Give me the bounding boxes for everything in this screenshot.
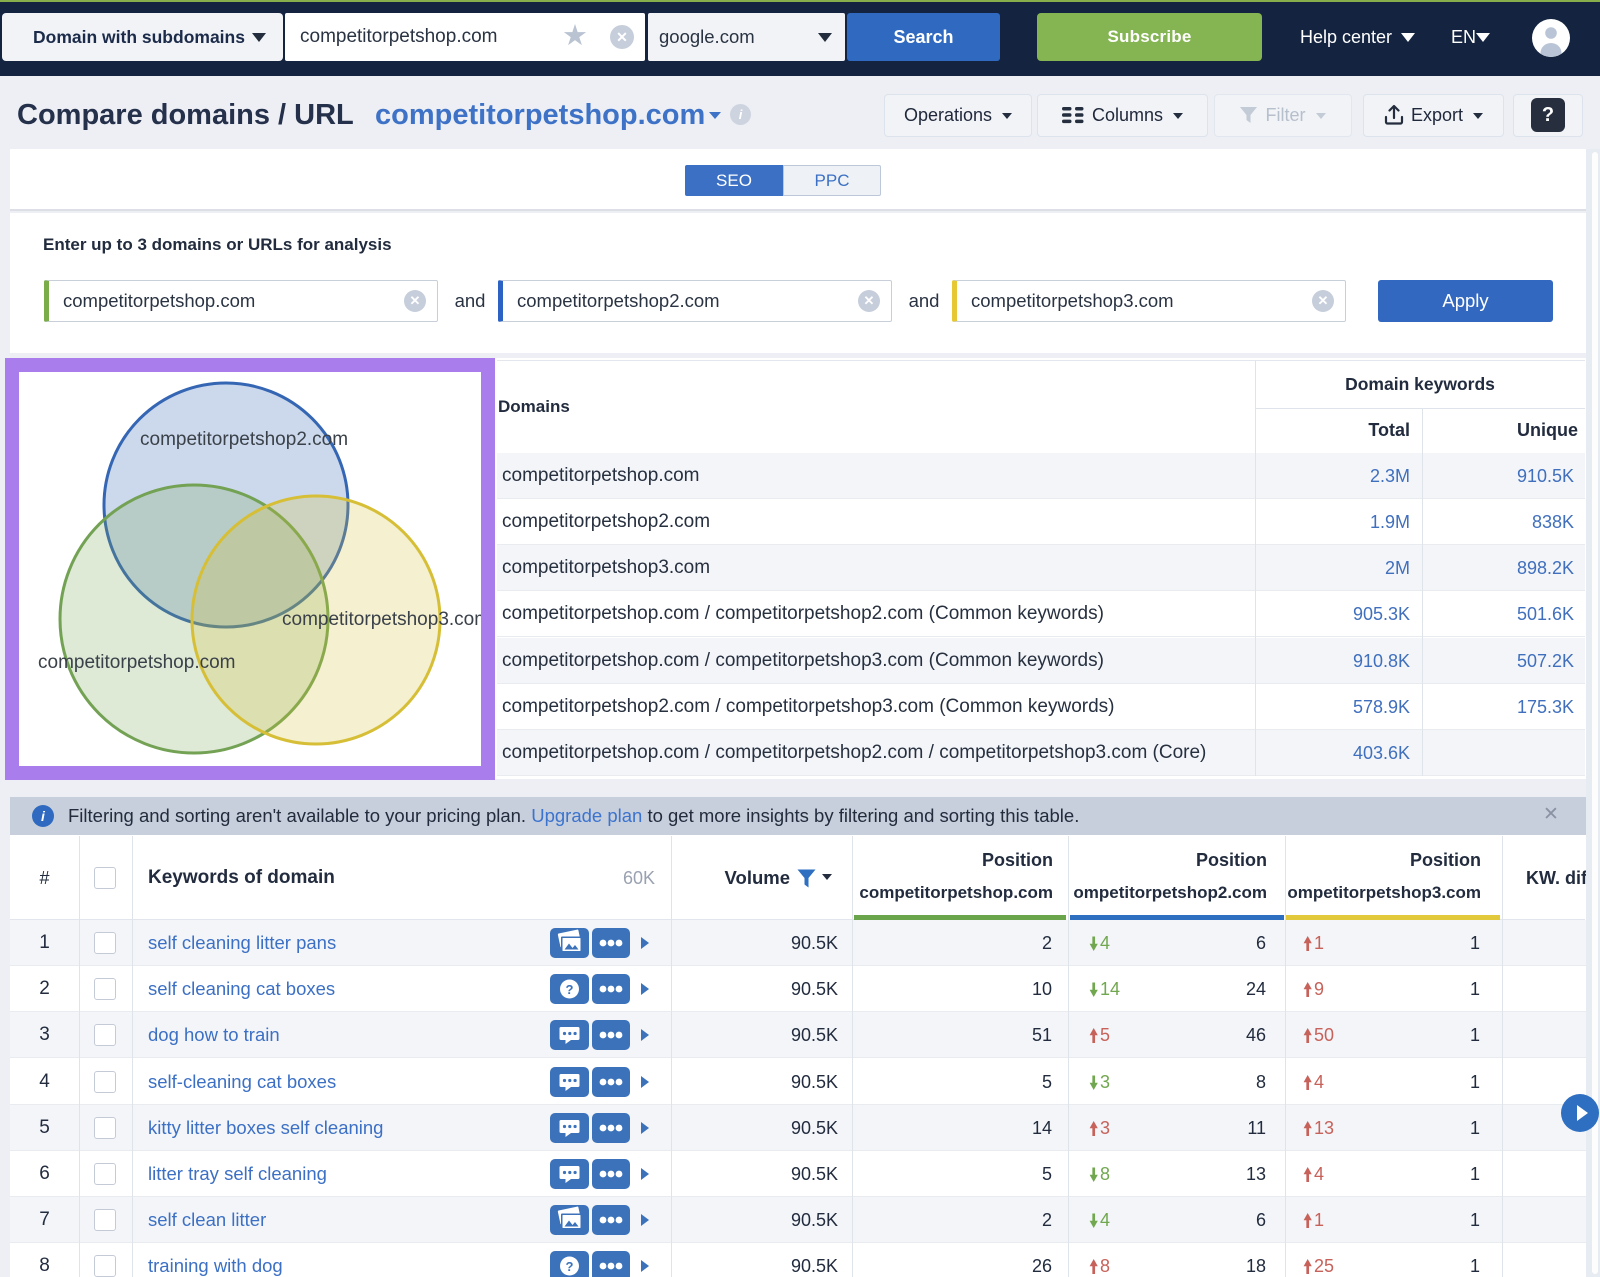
svg-text:competitorpetshop2.com: competitorpetshop2.com (140, 429, 348, 450)
svg-text:?: ? (566, 982, 574, 997)
svg-text:competitorpetshop.com: competitorpetshop.com (38, 652, 236, 673)
svg-text:competitorpetshop3.com: competitorpetshop3.com (282, 609, 481, 630)
svg-text:?: ? (566, 1259, 574, 1274)
